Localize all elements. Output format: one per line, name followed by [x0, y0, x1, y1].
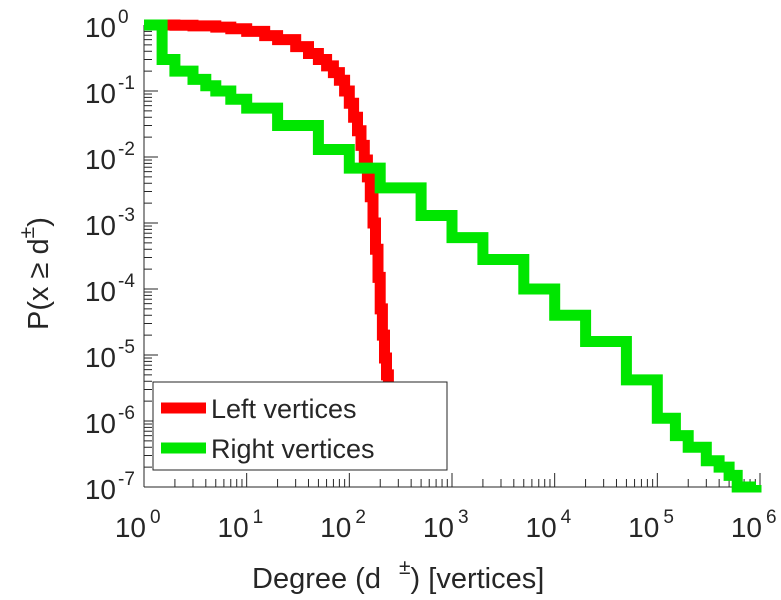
x-tick-label: 10	[628, 512, 659, 543]
x-tick-label: 10	[218, 512, 249, 543]
x-tick-exponent: 1	[253, 507, 264, 528]
y-tick-label: 10	[85, 78, 116, 109]
axis-labels: Degree (d ±) [vertices] P(x ≥ d±)	[16, 217, 544, 595]
x-tick-label: 10	[731, 512, 762, 543]
x-tick-label: 10	[115, 512, 146, 543]
x-tick-label: 10	[423, 512, 454, 543]
x-axis-title: Degree (d ±) [vertices]	[252, 556, 544, 595]
y-tick-label: 10	[85, 342, 116, 373]
x-tick-exponent: 4	[561, 507, 572, 528]
y-tick-label: 10	[85, 12, 116, 43]
y-tick-label: 10	[85, 408, 116, 439]
x-tick-exponent: 6	[766, 507, 777, 528]
y-tick-label: 10	[85, 144, 116, 175]
y-tick-exponent: -1	[118, 73, 135, 94]
legend-box	[152, 381, 448, 471]
series-lines	[144, 19, 762, 493]
y-tick-exponent: -4	[118, 271, 135, 292]
x-tick-exponent: 3	[458, 507, 469, 528]
y-tick-exponent: -6	[118, 403, 135, 424]
series-line-right-vertices	[144, 19, 762, 493]
y-tick-exponent: -7	[118, 469, 135, 490]
y-tick-exponent: -3	[118, 205, 135, 226]
x-tick-exponent: 5	[663, 507, 674, 528]
y-tick-label: 10	[85, 474, 116, 505]
x-tick-exponent: 0	[150, 507, 161, 528]
y-tick-exponent: 0	[118, 7, 129, 28]
y-tick-exponent: -2	[118, 139, 135, 160]
legend-label: Left vertices	[211, 394, 357, 424]
legend: Left vertices Right vertices	[152, 381, 448, 471]
x-tick-label: 10	[526, 512, 557, 543]
y-tick-label: 10	[85, 276, 116, 307]
y-tick-exponent: -5	[118, 337, 135, 358]
y-tick-label: 10	[85, 210, 116, 241]
legend-label: Right vertices	[211, 434, 375, 464]
x-tick-exponent: 2	[355, 507, 366, 528]
series-line-left-vertices	[144, 19, 398, 432]
y-axis-title: P(x ≥ d±)	[16, 217, 55, 330]
x-tick-label: 10	[320, 512, 351, 543]
axes: 10 010 -110 -210 -310 -410 -510 -610 -710 0 10 1 10 2…	[85, 7, 777, 543]
